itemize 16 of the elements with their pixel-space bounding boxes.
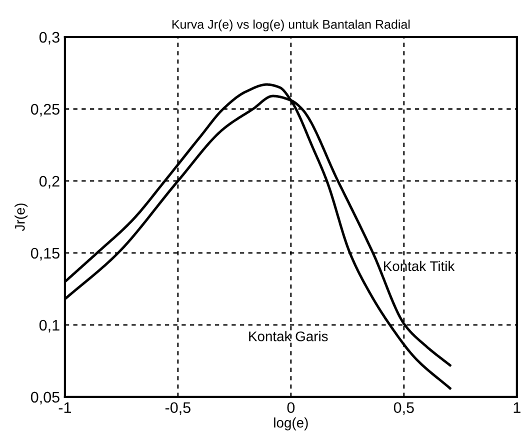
x-tick-label: 1 — [514, 402, 520, 413]
y-axis-title: Jr(e) — [14, 204, 28, 232]
x-tick-label: 0,5 — [394, 402, 414, 415]
y-tick-label: 0,2 — [39, 176, 60, 188]
y-tick-label: 0,3 — [39, 32, 60, 45]
x-axis-title: log(e) — [274, 417, 308, 430]
x-tick-label: -1 — [58, 402, 71, 413]
y-tick-label: 0,15 — [30, 248, 60, 260]
x-tick-label: -0,5 — [165, 402, 190, 415]
y-tick-label: 0,1 — [39, 320, 60, 332]
x-tick-label: 0 — [287, 402, 295, 414]
y-tick-label: 0,25 — [30, 104, 60, 116]
chart-title: Kurva Jr(e) vs log(e) untuk Bantalan Radial — [172, 20, 410, 32]
annotation: Kontak Garis — [249, 331, 328, 342]
annotation: Kontak Titik — [384, 260, 455, 272]
y-tick-label: 0,05 — [30, 392, 60, 404]
